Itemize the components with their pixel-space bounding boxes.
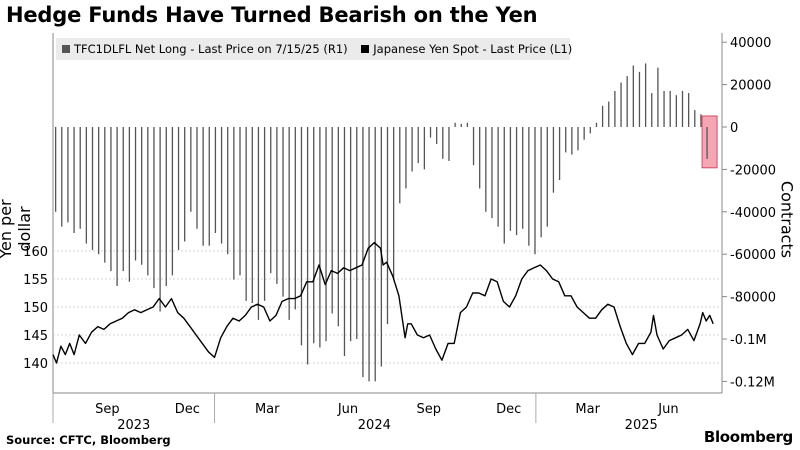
x-tick-label: Dec <box>496 402 521 417</box>
source-note: Source: CFTC, Bloomberg <box>6 433 171 447</box>
year-label: 2023 <box>117 418 150 433</box>
chart-title: Hedge Funds Have Turned Bearish on the Y… <box>6 3 538 27</box>
x-tick-label: Jun <box>657 402 678 417</box>
right-tick-label: -0.12M <box>730 375 775 390</box>
left-tick-label: 145 <box>23 329 48 344</box>
right-tick-label: -0.1M <box>730 333 767 348</box>
left-tick-label: 160 <box>23 245 48 260</box>
bloomberg-logo: Bloomberg <box>703 428 793 446</box>
legend-net-long-label: TFC1DLFL Net Long - Last Price on 7/15/2… <box>74 42 348 56</box>
year-label: 2025 <box>625 418 658 433</box>
x-tick-label: Dec <box>175 402 200 417</box>
net-long-legend-swatch <box>62 44 70 53</box>
x-tick-label: Mar <box>575 402 600 417</box>
right-tick-label: -40000 <box>730 206 776 221</box>
x-tick-label: Sep <box>95 402 120 417</box>
x-tick-label: Mar <box>255 402 280 417</box>
legend-yen-spot-label: Japanese Yen Spot - Last Price (L1) <box>373 42 573 56</box>
year-label: 2024 <box>358 418 391 433</box>
left-tick-label: 140 <box>23 357 48 372</box>
right-tick-label: -20000 <box>730 163 776 178</box>
highlight-box <box>701 115 718 169</box>
x-tick-label: Sep <box>417 402 442 417</box>
legend: TFC1DLFL Net Long - Last Price on 7/15/2… <box>56 38 573 60</box>
left-tick-label: 150 <box>23 301 48 316</box>
x-tick-label: Jun <box>337 402 358 417</box>
left-tick-label: 155 <box>23 273 48 288</box>
yen-spot-line <box>52 241 714 364</box>
right-tick-label: 20000 <box>730 79 771 94</box>
right-tick-label: 40000 <box>730 36 771 51</box>
right-tick-label: -80000 <box>730 291 776 306</box>
right-tick-label: 0 <box>730 121 738 136</box>
right-tick-label: -60000 <box>730 248 776 263</box>
yen-spot-legend-swatch <box>361 44 370 53</box>
